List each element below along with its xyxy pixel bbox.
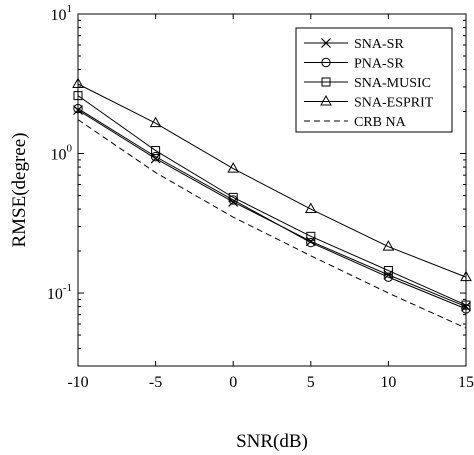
data-point-circle-marker xyxy=(73,103,83,114)
y-tick-exponent: 0 xyxy=(67,143,73,155)
series-crb-na xyxy=(77,119,467,329)
series-sna-music xyxy=(73,91,471,310)
data-point-x-marker xyxy=(150,153,161,164)
x-tick-label: 10 xyxy=(380,374,396,391)
data-point-square-marker xyxy=(461,300,471,310)
legend-triangle-marker xyxy=(320,94,332,106)
data-point-square-marker xyxy=(306,231,316,241)
x-tick-label: 5 xyxy=(307,374,315,391)
legend: SNA-SR PNA-SR SNA-MUSIC SNA-ESPRIT CRB NA xyxy=(295,27,453,133)
data-point-triangle-marker xyxy=(460,270,472,282)
y-tick-exponent: 1 xyxy=(67,3,73,15)
data-point-square-marker xyxy=(383,266,393,276)
series-line xyxy=(77,83,467,278)
data-point-circle-marker xyxy=(150,151,161,162)
data-point-triangle-marker xyxy=(382,240,395,251)
legend-x-marker xyxy=(321,38,331,48)
data-point-x-marker xyxy=(73,105,83,115)
data-point-triangle-marker xyxy=(227,162,240,173)
series-line xyxy=(77,95,467,306)
y-tick-base: 10 xyxy=(47,286,63,303)
y-tick-base: 10 xyxy=(51,147,67,164)
series-layer xyxy=(72,77,472,329)
data-point-triangle-marker xyxy=(72,77,84,88)
data-point-triangle-marker xyxy=(304,202,317,214)
data-point-square-marker xyxy=(151,146,161,156)
series-line xyxy=(77,119,467,329)
data-point-circle-marker xyxy=(306,237,316,248)
series-line xyxy=(77,108,467,310)
y-tick-exponent: -1 xyxy=(63,282,72,294)
legend-label: CRB NA xyxy=(354,115,407,130)
y-tick-label: 101 xyxy=(51,3,73,24)
x-tick-label: -5 xyxy=(149,374,162,391)
data-point-square-marker xyxy=(73,91,83,101)
data-point-triangle-marker xyxy=(149,116,162,128)
x-tick-label: 0 xyxy=(229,374,237,391)
x-tick-label: -10 xyxy=(67,374,88,391)
x-tick-label: 15 xyxy=(458,374,474,391)
legend-label: SNA-MUSIC xyxy=(354,76,431,91)
x-axis-label: SNR(dB) xyxy=(236,431,308,452)
data-point-circle-marker xyxy=(383,272,394,282)
data-point-square-marker xyxy=(228,192,238,202)
series-sna-esprit xyxy=(72,77,472,282)
y-tick-label: 100 xyxy=(51,143,73,164)
legend-label: PNA-SR xyxy=(354,57,404,72)
y-tick-base: 10 xyxy=(51,7,67,24)
y-axis-label: RMSE(degree) xyxy=(9,132,30,247)
legend-label: SNA-SR xyxy=(354,37,404,52)
legend-label: SNA-ESPRIT xyxy=(354,96,434,111)
legend-circle-marker xyxy=(321,57,331,68)
legend-square-marker xyxy=(321,77,331,87)
y-tick-label: 10-1 xyxy=(47,282,72,303)
